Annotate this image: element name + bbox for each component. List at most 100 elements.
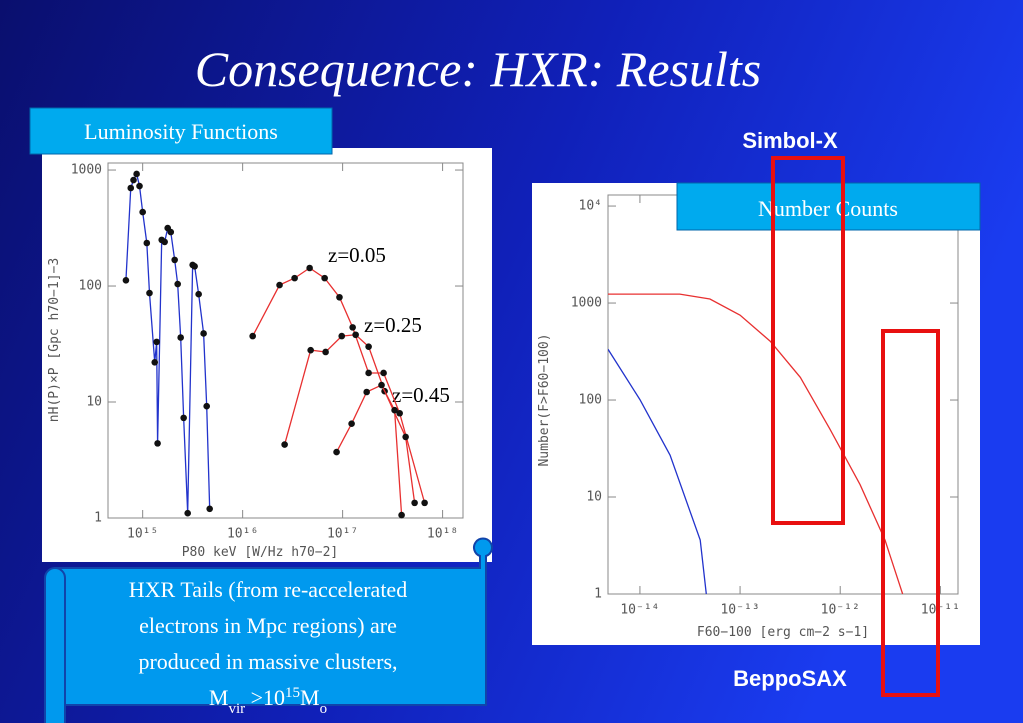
data-point [380,369,387,377]
annotation: z=0.05 [328,243,386,267]
x-axis-label: P80 keV [W/Hz h70−2] [182,545,339,560]
y-tick-label: 10 [586,490,602,505]
data-point [203,402,211,410]
data-point [143,239,151,247]
x-tick-label: 10⁻¹⁴ [620,603,659,618]
scroll [54,537,493,706]
data-point [195,290,202,298]
x-tick-label: 10⁻¹¹ [921,603,960,618]
data-point [154,440,161,447]
data-point [338,332,346,340]
data-point [306,264,313,272]
x-tick-label: 10¹⁸ [427,527,458,542]
data-point [153,338,160,346]
data-point [276,281,283,289]
y-tick-label: 1 [94,511,102,526]
scroll-text-part: M [209,685,229,710]
data-point [365,369,372,377]
data-point [336,293,343,301]
y-tick-label: 10⁴ [579,199,602,214]
data-point [363,388,370,396]
y-tick-label: 1000 [571,296,602,311]
data-point [167,228,175,236]
x-axis-label: F60−100 [erg cm−2 s−1] [697,625,869,640]
label-box [29,107,333,155]
data-point [122,277,130,284]
data-point [402,433,409,441]
data-point [180,414,187,422]
label-box-text: Luminosity Functions [84,119,278,144]
y-tick-label: 100 [579,393,602,408]
x-tick-label: 10¹⁷ [327,527,358,542]
scroll-text: HXR Tails (from re-accelerated electrons … [129,577,407,717]
instrument-label: BeppoSAX [733,666,847,691]
y-tick-label: 1 [594,587,602,602]
y-tick-label: 1000 [71,163,102,178]
data-point [184,509,191,517]
data-point [411,499,418,507]
scroll-line: electrons in Mpc regions) are [139,613,397,638]
instrument-label: Simbol-X [742,128,838,153]
data-point [391,406,398,414]
x-tick-label: 10⁻¹² [821,603,860,618]
scroll-line: Mvir >1015Mo [209,685,327,717]
data-point [151,358,159,366]
scroll-text-part: 15 [285,685,300,701]
data-point [161,238,168,246]
data-point [200,330,207,337]
chart: 1 10 100 1000 10¹⁵ 10¹⁶ 10¹⁷ 10¹⁸ P80 keV [W/Hz … [47,162,464,560]
scroll-line: produced in massive clusters, [138,649,397,674]
data-point [322,348,329,356]
x-tick-label: 10¹⁵ [127,527,158,542]
y-axis-label: Number(F>F60−100) [537,333,552,466]
data-point [146,289,153,297]
scroll-line: HXR Tails (from re-accelerated [129,577,407,602]
y-tick-label: 100 [79,279,102,294]
y-tick-label: 10 [86,395,102,410]
plot-frame [107,162,464,519]
data-point [133,170,140,178]
data-point [191,262,198,270]
data-point [177,334,184,341]
scroll-curl [44,567,66,723]
data-point [321,274,328,282]
data-point [398,511,405,519]
x-tick-label: 10⁻¹³ [720,603,759,618]
data-point [333,448,340,456]
annotation: z=0.45 [392,383,450,407]
data-line [335,384,403,516]
data-point [352,331,359,339]
slide-title: Consequence: HXR: Results [195,41,762,97]
scroll-text-part: o [320,701,328,717]
data-line [608,348,707,594]
data-point [378,381,385,389]
data-point [171,256,178,264]
scroll-text-part: >10 [245,685,285,710]
highlight-box [771,156,845,525]
data-point [206,505,213,513]
scroll-text-part: M [300,685,320,710]
label-box [676,182,981,231]
data-point [291,274,298,282]
y-axis-label: nH(P)×P [Gpc h70−1]−3 [47,258,62,422]
highlight-box [881,329,940,697]
data-point [281,441,288,448]
data-point [348,420,355,428]
data-point [365,343,372,350]
chart-panel [42,148,492,562]
data-point [174,280,181,288]
data-point [396,409,403,417]
label-box-text: Number Counts [758,196,898,221]
data-line [608,293,904,594]
data-point [307,346,314,354]
data-point [349,324,356,331]
x-tick-label: 10¹⁶ [227,527,258,542]
data-point [127,184,135,192]
data-point [249,332,256,340]
data-point [421,499,428,507]
data-point [139,208,146,216]
annotation: z=0.25 [364,313,422,337]
scroll-text-part: vir [228,701,245,717]
data-point [136,182,143,190]
